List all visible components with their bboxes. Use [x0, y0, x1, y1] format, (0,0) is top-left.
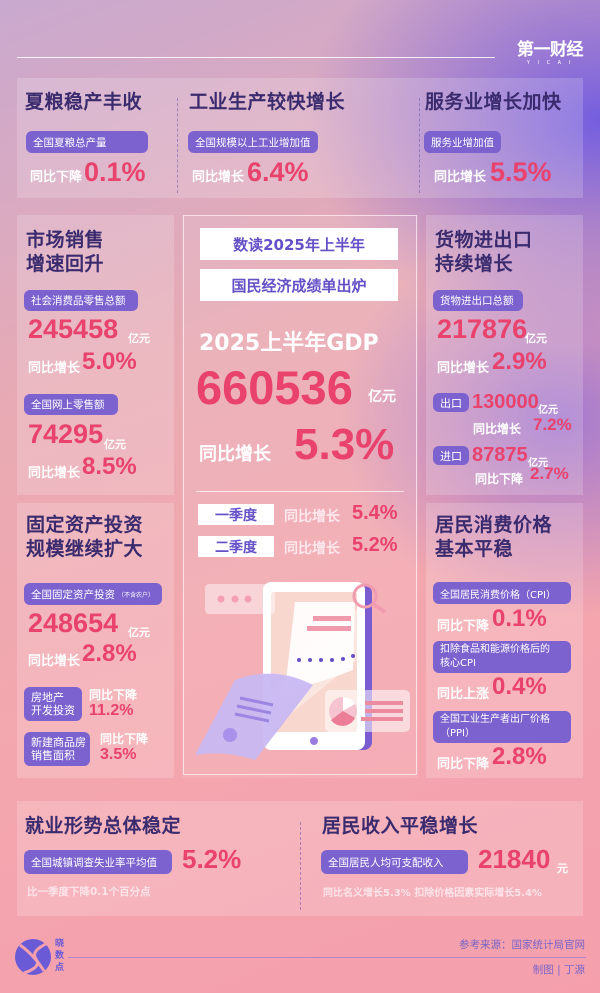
- q1-tag: 一季度: [198, 504, 274, 525]
- ppi-pill: 全国工业生产者出厂价格 （PPI）: [433, 711, 571, 743]
- employment-pill: 全国城镇调查失业率平均值: [24, 850, 172, 874]
- gdp-banner-2: 国民经济成绩单出炉: [200, 269, 398, 301]
- credit-note: 制图 | 丁源: [532, 964, 585, 976]
- online-sales-rate: 8.5%: [82, 453, 137, 480]
- industry-label: 同比增长: [192, 170, 245, 185]
- summer-grain-pill: 全国夏粮总产量: [26, 131, 148, 153]
- realestate-tag: 房地产 开发投资: [24, 687, 82, 721]
- import-value: 87875: [472, 444, 528, 466]
- import-unit: 亿元: [528, 458, 548, 469]
- trade-label: 同比增长: [437, 361, 490, 376]
- cpi-pill: 全国居民消费价格（CPI）: [433, 582, 571, 604]
- housing-label: 同比下降: [100, 732, 149, 746]
- export-unit: 亿元: [538, 405, 558, 416]
- core-cpi-label: 同比上涨: [437, 687, 490, 702]
- services-label: 同比增长: [434, 170, 487, 185]
- logo-cn: 第一财经: [517, 40, 584, 60]
- investment-unit: 亿元: [128, 626, 150, 639]
- export-label: 同比增长: [473, 422, 522, 436]
- gdp-label: 2025上半年GDP: [199, 331, 379, 356]
- export-tag: 出口: [433, 393, 469, 412]
- source-note: 参考来源：国家统计局官网: [459, 939, 585, 951]
- retail-sales-pill: 社会消费品零售总额: [24, 290, 138, 311]
- gdp-separator: [196, 491, 404, 492]
- online-sales-pill: 全国网上零售额: [24, 394, 118, 415]
- income-value: 21840: [478, 844, 551, 874]
- divider: [419, 98, 420, 193]
- cpi-title: 居民消费价格 基本平稳: [435, 514, 553, 560]
- divider: [300, 822, 301, 910]
- industry-value: 6.4%: [247, 157, 309, 187]
- ppi-rate: 2.8%: [492, 743, 547, 770]
- xiaoshudian-logo-icon: [15, 939, 51, 975]
- income-pill: 全国居民人均可支配收入: [321, 850, 468, 874]
- export-value: 130000: [472, 391, 539, 413]
- realestate-rate: 11.2%: [89, 702, 134, 719]
- trade-title: 货物进出口 持续增长: [435, 229, 533, 275]
- investment-rate: 2.8%: [82, 640, 137, 667]
- investment-value: 248654: [28, 608, 119, 638]
- q1-label: 同比增长: [284, 509, 340, 525]
- export-rate: 7.2%: [533, 415, 572, 434]
- retail-sales-rate: 5.0%: [82, 348, 137, 375]
- retail-sales-value: 245458: [28, 314, 119, 344]
- trade-value: 217876: [437, 314, 528, 344]
- import-rate: 2.7%: [530, 464, 569, 483]
- market-sales-title: 市场销售 增速回升: [26, 229, 105, 275]
- gdp-banner-1: 数读2025年上半年: [200, 228, 398, 260]
- summer-grain-title: 夏粮稳产丰收: [25, 91, 143, 113]
- q2-tag: 二季度: [198, 536, 274, 557]
- cpi-label: 同比下降: [437, 619, 490, 634]
- core-cpi-rate: 0.4%: [492, 673, 547, 700]
- housing-tag: 新建商品房 销售面积: [24, 732, 90, 766]
- retail-sales-unit: 亿元: [128, 332, 150, 345]
- gdp-growth-label: 同比增长: [199, 444, 271, 465]
- header-rule: [17, 57, 495, 58]
- trade-rate: 2.9%: [492, 348, 547, 375]
- q2-label: 同比增长: [284, 541, 340, 557]
- ppi-label: 同比下降: [437, 757, 490, 772]
- services-pill: 服务业增加值: [424, 131, 501, 153]
- investment-title: 固定资产投资 规模继续扩大: [26, 514, 144, 560]
- q1-value: 5.4%: [352, 502, 398, 524]
- online-sales-unit: 亿元: [104, 438, 126, 451]
- trade-pill: 货物进出口总额: [433, 290, 523, 311]
- services-value: 5.5%: [490, 157, 552, 187]
- logo-en: Y I C A I: [526, 60, 574, 66]
- industry-pill: 全国规模以上工业增加值: [188, 131, 318, 153]
- market-sales-panel: [17, 215, 174, 495]
- services-title: 服务业增长加快: [425, 91, 562, 113]
- import-tag: 进口: [433, 446, 469, 465]
- core-cpi-pill: 扣除食品和能源价格后的 核心CPI: [433, 641, 571, 673]
- gdp-inner-frame: [183, 215, 417, 775]
- employment-title: 就业形势总体稳定: [25, 815, 182, 837]
- gdp-growth-value: 5.3%: [294, 420, 395, 469]
- gdp-value: 660536: [196, 361, 353, 414]
- cpi-rate: 0.1%: [492, 605, 547, 632]
- divider: [177, 98, 178, 193]
- online-sales-label: 同比增长: [28, 466, 81, 481]
- q2-value: 5.2%: [352, 534, 398, 556]
- employment-value: 5.2%: [182, 844, 242, 874]
- employment-note: 比一季度下降0.1个百分点: [27, 886, 151, 898]
- retail-sales-label: 同比增长: [28, 361, 81, 376]
- investment-label: 同比增长: [28, 654, 81, 669]
- industry-title: 工业生产较快增长: [189, 91, 346, 113]
- realestate-label: 同比下降: [89, 688, 138, 702]
- summer-grain-label: 同比下降: [30, 170, 83, 185]
- summer-grain-value: 0.1%: [84, 157, 146, 187]
- investment-pill: 全国固定资产投资 （不含农户）: [24, 583, 162, 605]
- footer-rule: [68, 957, 586, 958]
- housing-rate: 3.5%: [100, 746, 137, 763]
- xiaoshudian-logo-text: 晓 数 点: [55, 939, 65, 973]
- income-title: 居民收入平稳增长: [322, 815, 479, 837]
- yicai-logo: 第一财经 Y I C A I: [510, 40, 590, 67]
- online-sales-value: 74295: [28, 419, 104, 449]
- gdp-unit: 亿元: [368, 389, 396, 405]
- income-note: 同比名义增长5.3% 扣除价格因素实际增长5.4%: [323, 888, 542, 899]
- tablet-report-illustration: [195, 582, 410, 760]
- income-unit: 元: [557, 862, 568, 875]
- trade-unit: 亿元: [525, 332, 547, 345]
- import-label: 同比下降: [475, 472, 524, 486]
